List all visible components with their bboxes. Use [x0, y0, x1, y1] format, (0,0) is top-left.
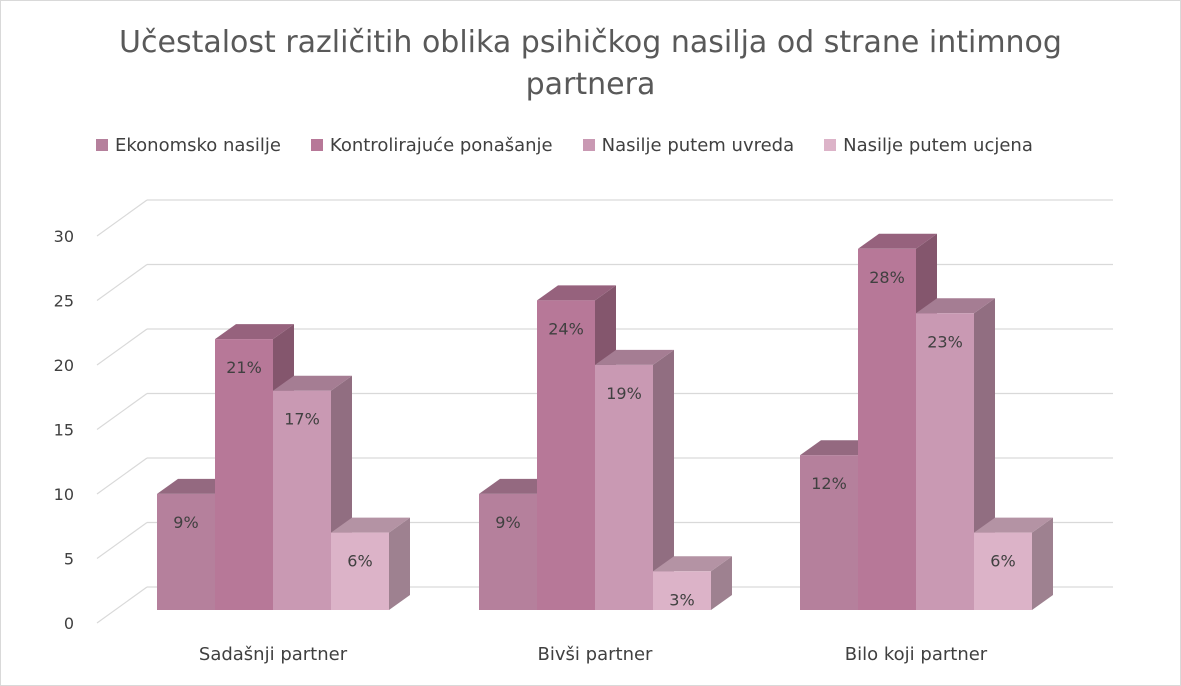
legend-label: Nasilje putem uvreda	[601, 134, 795, 156]
data-label: 19%	[606, 384, 642, 403]
legend-item-ucjene: Nasilje putem ucjena	[824, 135, 1033, 156]
bar-top	[653, 556, 732, 572]
bar	[331, 532, 389, 610]
x-category-label: Bilo koji partner	[845, 644, 988, 665]
x-category-label: Sadašnji partner	[199, 644, 348, 665]
gridline-diagonal	[96, 586, 148, 624]
data-label: 21%	[226, 358, 262, 377]
bar-top	[331, 517, 410, 533]
chart-title-line-1: Učestalost različitih oblika psihičkog n…	[119, 25, 1062, 60]
gridline-diagonal	[96, 264, 148, 301]
chart-title-line-2: partnera	[525, 67, 656, 102]
bar-top	[273, 375, 352, 391]
legend-label: Kontrolirajuće ponašanje	[329, 134, 553, 156]
bar	[537, 300, 595, 610]
x-category-label: Bivši partner	[538, 644, 653, 665]
bar-top	[595, 349, 674, 365]
bar	[595, 364, 653, 610]
legend-swatch	[310, 139, 323, 151]
bar	[273, 390, 331, 610]
bar-top	[215, 324, 294, 340]
data-label: 6%	[347, 552, 372, 571]
y-tick-label: 25	[54, 292, 74, 311]
bar	[215, 339, 273, 610]
gridline-diagonal	[96, 199, 148, 237]
gridline-diagonal	[96, 457, 148, 495]
bar-side	[1032, 517, 1053, 610]
legend-swatch	[582, 139, 595, 151]
bar-side	[653, 349, 674, 610]
data-label: 17%	[284, 410, 320, 429]
data-label: 12%	[811, 474, 847, 493]
legend-label: Ekonomsko nasilje	[115, 134, 281, 156]
chart-title: Učestalost različitih oblika psihičkog n…	[0, 22, 1181, 106]
bar	[974, 532, 1032, 610]
data-label: 6%	[990, 552, 1015, 571]
bar	[800, 455, 858, 610]
bar-side	[711, 556, 732, 610]
data-label: 28%	[869, 268, 905, 287]
legend-swatch	[824, 139, 837, 151]
legend-swatch	[96, 139, 108, 151]
y-tick-label: 20	[54, 356, 74, 375]
data-label: 9%	[173, 513, 198, 532]
bar-top	[974, 517, 1053, 533]
gridline-diagonal	[96, 522, 148, 559]
bar	[479, 493, 537, 610]
legend-item-uvrede: Nasilje putem uvreda	[582, 134, 795, 156]
bar	[157, 493, 215, 610]
chart-legend: Ekonomsko nasilje Kontrolirajuće ponašan…	[96, 132, 1033, 158]
y-tick-label: 0	[64, 614, 74, 633]
bar	[858, 248, 916, 611]
legend-item-kontrolirajuce: Kontrolirajuće ponašanje	[310, 134, 553, 156]
y-tick-label: 10	[54, 485, 74, 504]
gridline-diagonal	[96, 328, 148, 366]
legend-label: Nasilje putem ucjena	[843, 134, 1033, 156]
data-label: 3%	[669, 590, 694, 609]
bar-top	[916, 298, 995, 314]
gridline-diagonal	[96, 393, 148, 430]
bar-top	[537, 285, 616, 301]
y-tick-label: 30	[54, 227, 74, 246]
bar-side	[389, 517, 410, 610]
y-tick-label: 15	[54, 421, 74, 440]
y-tick-label: 5	[64, 550, 74, 569]
data-label: 9%	[495, 513, 520, 532]
data-label: 23%	[927, 332, 963, 351]
bar	[653, 571, 711, 610]
bar-top	[858, 233, 937, 249]
bar	[916, 313, 974, 610]
legend-item-ekonomsko: Ekonomsko nasilje	[96, 135, 281, 156]
data-label: 24%	[548, 319, 584, 338]
